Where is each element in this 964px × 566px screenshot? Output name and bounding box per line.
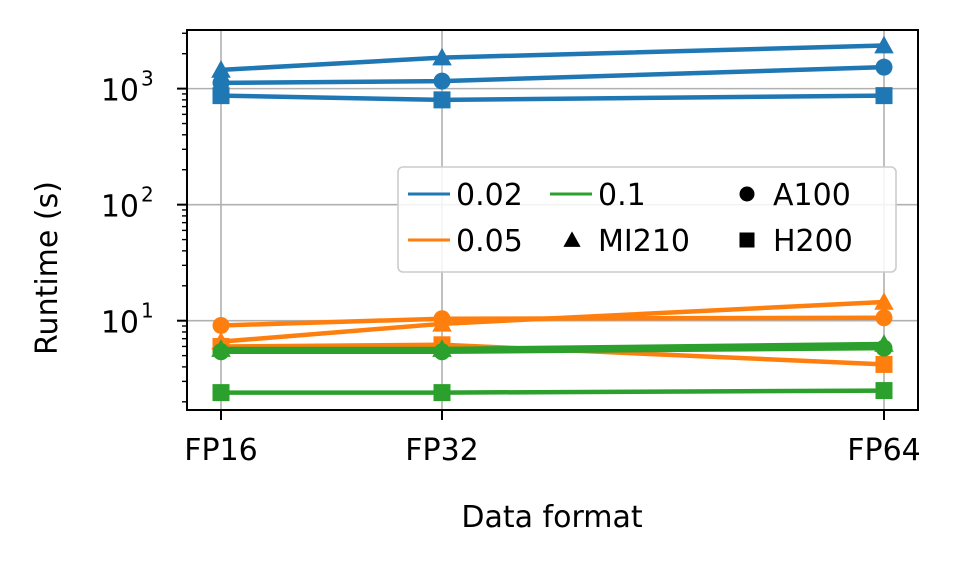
data-point-circle bbox=[212, 316, 230, 334]
data-point-circle bbox=[433, 310, 451, 328]
data-point-circle bbox=[433, 343, 451, 361]
data-point-square bbox=[875, 382, 893, 400]
data-point-circle bbox=[875, 339, 893, 357]
series-line bbox=[220, 93, 885, 103]
plot-area-frame bbox=[186, 29, 919, 411]
data-point-triangle bbox=[874, 292, 894, 310]
data-point-square bbox=[212, 87, 230, 105]
data-point-square bbox=[433, 91, 451, 109]
y-tick-exponent: 3 bbox=[141, 67, 154, 91]
series-line bbox=[221, 388, 885, 395]
data-point-triangle bbox=[211, 60, 231, 78]
legend-label: MI210 bbox=[598, 224, 690, 259]
data-point-circle bbox=[875, 309, 893, 327]
data-point-triangle bbox=[874, 35, 894, 54]
data-point-square bbox=[433, 384, 451, 402]
y-tick-label: 10 bbox=[101, 74, 139, 109]
data-point-square bbox=[875, 355, 893, 373]
y-tick-label: 10 bbox=[101, 306, 139, 341]
legend-marker-triangle bbox=[563, 231, 581, 247]
legend-label: 0.1 bbox=[598, 178, 646, 213]
x-tick-label: FP64 bbox=[847, 433, 921, 468]
data-point-circle bbox=[212, 343, 230, 361]
legend-box bbox=[397, 166, 897, 273]
series-layer bbox=[211, 35, 894, 402]
series-0_1-h200 bbox=[212, 382, 893, 402]
data-point-triangle bbox=[432, 47, 452, 66]
series-0_02-h200 bbox=[212, 87, 893, 109]
series-0_05-h200 bbox=[212, 336, 893, 373]
y-axis-label: Runtime (s) bbox=[30, 181, 65, 355]
data-point-square bbox=[875, 87, 893, 105]
x-axis-label: Data format bbox=[461, 500, 642, 535]
legend-label: 0.02 bbox=[456, 178, 523, 213]
legend-label: H200 bbox=[773, 224, 853, 259]
data-point-circle bbox=[875, 58, 893, 76]
legend-label: A100 bbox=[773, 178, 851, 213]
series-0_02-mi210 bbox=[211, 35, 894, 78]
legend: 0.02 0.05 0.1 MI210 A100 H200 bbox=[397, 166, 897, 273]
data-point-circle bbox=[433, 72, 451, 90]
y-tick-label: 10 bbox=[101, 190, 139, 225]
legend-marker-circle bbox=[739, 186, 755, 202]
legend-marker-square bbox=[739, 232, 755, 248]
series-line bbox=[220, 315, 885, 328]
legend-label: 0.05 bbox=[456, 224, 523, 259]
x-tick-label: FP32 bbox=[405, 433, 479, 468]
series-line bbox=[220, 64, 885, 86]
series-line bbox=[220, 43, 885, 73]
x-tick-label: FP16 bbox=[184, 433, 258, 468]
y-tick-exponent: 1 bbox=[141, 299, 154, 323]
data-point-square bbox=[212, 384, 230, 402]
series-0_1-a100 bbox=[212, 339, 893, 361]
y-tick-exponent: 2 bbox=[141, 183, 154, 207]
series-0_05-a100 bbox=[212, 309, 893, 334]
